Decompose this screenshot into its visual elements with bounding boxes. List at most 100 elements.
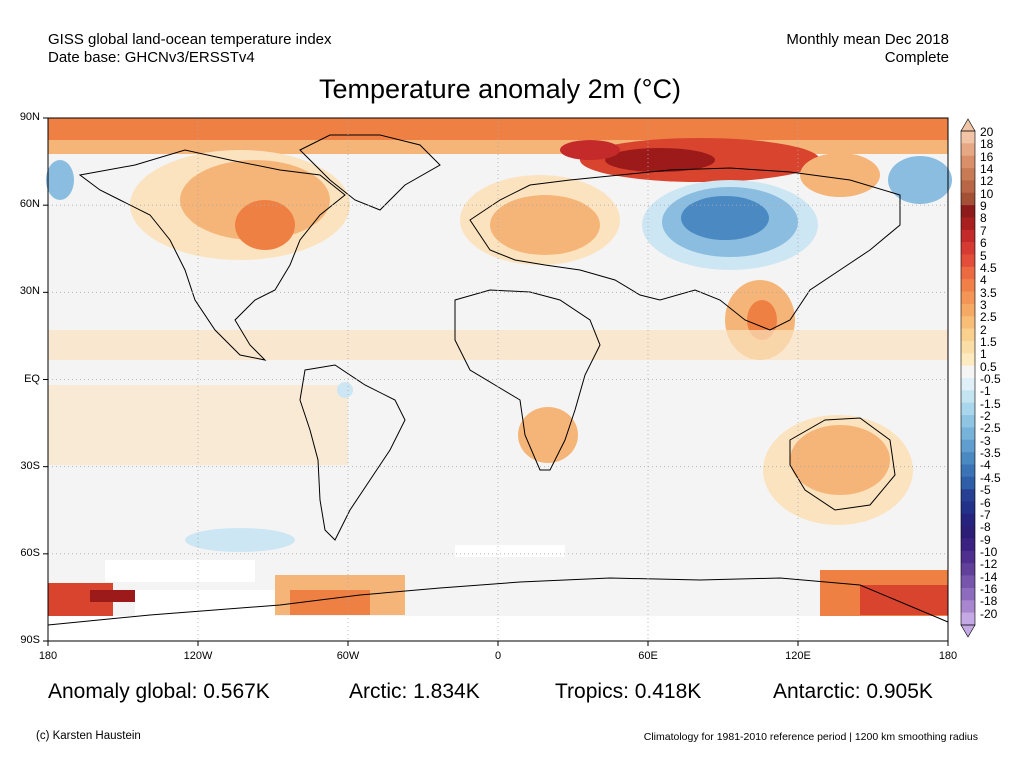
colorbar [960,118,976,638]
lon-label: 120W [183,650,213,662]
axis-ticks [43,117,949,646]
colorbar-swatch [961,402,975,416]
lon-label: 60W [336,650,360,662]
colorbar-label: -18 [980,594,998,609]
colorbar-label: -3 [980,433,991,448]
colorbar-swatch [961,143,975,156]
colorbar-swatch [961,452,975,465]
lon-label: 120E [785,650,811,662]
colorbar-label: 0.5 [980,359,997,374]
colorbar-label: -6 [980,495,991,510]
colorbar-swatch [961,439,975,453]
colorbar-swatch [961,415,975,428]
colorbar-swatch [961,291,975,305]
colorbar-swatch [961,464,975,478]
colorbar-label: -2.5 [980,421,1001,436]
lon-label: 180 [938,650,958,662]
colorbar-label: 12 [980,174,994,189]
stat-tropics: Tropics: 0.418K [555,680,702,703]
colorbar-label: -12 [980,557,998,572]
colorbar-swatch [961,266,975,280]
stat-global: Anomaly global: 0.567K [48,680,270,703]
lon-label: 0 [494,650,502,662]
colorbar-label: -4 [980,458,991,473]
colorbar-swatch [961,303,975,317]
colorbar-label: -3.5 [980,446,1001,461]
colorbar-swatch [961,526,975,539]
colorbar-swatch [961,538,975,552]
colorbar-label: -16 [980,581,998,596]
colorbar-swatch [961,180,975,194]
colorbar-label: 16 [980,149,994,164]
colorbar-label: -8 [980,520,991,535]
header-data-base: Date base: GHCNv3/ERSSTv4 [48,49,255,66]
colorbar-label: 7 [980,223,987,238]
lon-label: 60E [638,650,658,662]
colorbar-label: 1 [980,347,987,362]
colorbar-label: -1.5 [980,396,1001,411]
colorbar-label: 20 [980,125,994,139]
colorbar-swatch [961,600,975,613]
header-status: Complete [884,49,949,66]
colorbar-label: -1 [980,384,991,399]
colorbar-swatch [961,205,975,218]
lat-label: EQ [24,372,40,385]
colorbar-swatch [961,353,975,366]
colorbar-swatch [961,612,975,626]
colorbar-swatch [961,476,975,490]
colorbar-label: 4.5 [980,260,997,275]
colorbar-swatch [961,365,975,379]
colorbar-swatch [961,390,975,403]
stat-arctic: Arctic: 1.834K [349,680,480,703]
colorbar-swatch [961,378,975,391]
colorbar-label: 3.5 [980,285,997,300]
colorbar-swatch [961,587,975,601]
colorbar-label: 6 [980,236,987,251]
colorbar-swatch [961,254,975,268]
colorbar-label: -2 [980,409,991,424]
colorbar-label: -5 [980,483,991,498]
colorbar-label: -9 [980,532,991,547]
lat-label: 90S [20,634,40,646]
lat-label: 30N [19,285,40,298]
colorbar-swatch [961,340,975,354]
colorbar-label: -14 [980,569,998,584]
lat-label: 90N [19,111,40,123]
colorbar-swatch [961,427,975,441]
colorbar-label: -10 [980,544,998,559]
colorbar-max-arrow [960,118,976,132]
colorbar-swatch [961,575,975,589]
colorbar-label: 2.5 [980,310,997,325]
colorbar-swatch [961,242,975,255]
colorbar-swatch [961,217,975,231]
colorbar-swatch [961,168,975,181]
colorbar-label: -7 [980,507,991,522]
stat-antarctic: Antarctic: 0.905K [773,680,933,703]
colorbar-swatch [961,316,975,329]
climatology-note: Climatology for 1981-2010 reference peri… [643,731,978,743]
colorbar-swatch [961,489,975,502]
colorbar-label: 8 [980,211,987,226]
colorbar-label: 2 [980,322,987,337]
colorbar-label: -0.5 [980,372,1001,386]
colorbar-label: -20 [980,606,998,621]
colorbar-swatch [961,279,975,292]
colorbar-label: 5 [980,248,987,263]
colorbar-swatch [961,501,975,515]
colorbar-swatch [961,131,975,144]
lat-label: 60S [20,546,40,559]
coastlines [47,134,949,626]
lat-label: 60N [19,198,40,211]
colorbar-swatch [961,229,975,243]
header-dataset-title: GISS global land-ocean temperature index [48,31,332,48]
lon-label: 180 [38,650,58,662]
colorbar-min-arrow [960,624,976,638]
colorbar-swatch [961,192,975,206]
colorbar-label: 9 [980,199,987,214]
colorbar-swatch [961,550,975,564]
colorbar-label: 1.5 [980,334,997,349]
colorbar-swatch [961,563,975,576]
map-title: Temperature anomaly 2m (°C) [319,74,681,104]
colorbar-label: -4.5 [980,470,1001,485]
